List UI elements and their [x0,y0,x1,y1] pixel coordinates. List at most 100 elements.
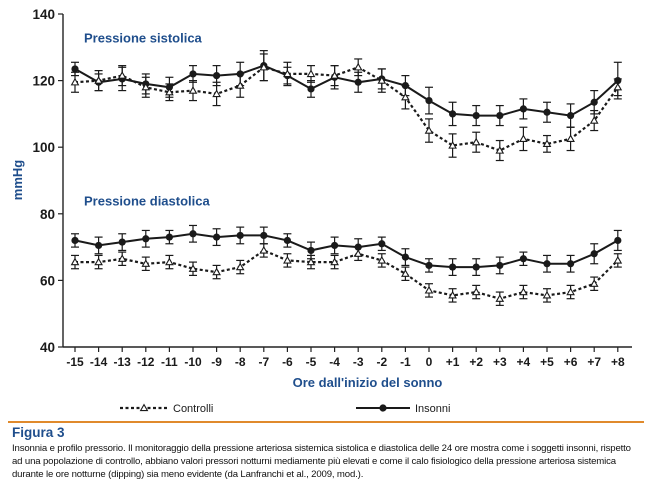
controlli-sistolica-point [283,69,292,78]
x-axis-label: Ore dall'inizio del sonno [293,375,443,390]
controlli-sistolica-point [165,87,174,96]
insonni-diastolica-point [236,231,244,240]
x-tick-label: -11 [161,355,178,369]
controlli-diastolica-point [566,287,575,296]
legend-insonni-marker [379,404,387,412]
insonni-diastolica-point [95,241,103,250]
controlli-diastolica-point [377,255,387,264]
insonni-diastolica-point [425,261,433,270]
y-axis-label: mmHg [10,160,25,201]
legend-controlli-marker [139,403,149,412]
x-tick-label: +1 [446,355,460,369]
controlli-diastolica-point [165,257,174,266]
insonni-sistolica-point [213,72,221,80]
insonni-diastolica-point [142,235,150,243]
insonni-sistolica-point [425,96,433,105]
x-tick-label: +8 [611,355,625,369]
insonni-diastolica-point [283,236,291,245]
insonni-diastolica-point [590,250,598,258]
insonni-sistolica-point [449,110,457,118]
controlli-sistolica-point [70,77,80,86]
controlli-sistolica-point [117,71,127,79]
insonni-sistolica-point [307,85,315,93]
controlli-sistolica-point [613,82,623,91]
controlli-sistolica-point [377,76,387,84]
controlli-sistolica-point [495,146,505,154]
y-tick-label: 120 [32,74,55,89]
controlli-sistolica-line [74,66,619,152]
controlli-diastolica-point [519,287,528,296]
y-tick-label: 100 [32,140,55,155]
x-tick-label: -7 [258,355,269,369]
x-tick-label: -13 [114,355,132,369]
insonni-sistolica-point [567,111,575,120]
controlli-diastolica-point [283,255,292,264]
insonni-diastolica-point [118,238,126,246]
x-tick-label: +2 [469,355,483,369]
controlli-sistolica-point [566,134,575,143]
insonni-diastolica-point [519,255,528,263]
x-tick-label: -2 [376,355,387,369]
y-tick-label: 40 [40,340,55,355]
controlli-diastolica-point [471,287,481,296]
x-tick-label: +7 [587,355,601,369]
insonni-diastolica-point [331,241,339,250]
x-tick-label: -8 [235,355,246,369]
controlli-diastolica-point [141,259,151,267]
x-tick-label: -4 [329,355,340,369]
controlli-sistolica-point [542,139,552,148]
x-tick-label: +5 [540,355,554,369]
x-tick-label: -9 [211,355,222,369]
figure-caption: Insonnia e profilo pressorio. Il monitor… [12,443,631,480]
insonni-diastolica-point [307,246,315,255]
insonni-diastolica-point [496,261,504,270]
x-tick-label: -15 [66,355,84,369]
insonni-sistolica-point [543,108,551,116]
insonni-diastolica-point [189,230,197,238]
x-tick-label: -14 [90,355,108,369]
controlli-diastolica-point [259,245,269,254]
controlli-sistolica-point [306,69,316,78]
insonni-sistolica-point [496,111,504,120]
x-tick-label: -12 [137,355,155,369]
controlli-diastolica-point [94,257,103,266]
controlli-sistolica-point [212,89,221,98]
insonni-diastolica-point [401,253,409,261]
controlli-sistolica-point [448,141,457,149]
insonni-diastolica-point [614,236,622,245]
diastolic-label: Pressione diastolica [84,193,210,208]
caption-divider [8,421,644,423]
insonni-diastolica-point [378,240,386,248]
controlli-diastolica-point [495,294,505,302]
x-tick-label: +6 [564,355,578,369]
x-tick-label: -5 [306,355,317,369]
controlli-sistolica-point [330,71,339,79]
controlli-diastolica-point [212,267,221,276]
x-tick-label: 0 [426,355,433,369]
figure-title: Figura 3 [12,425,65,440]
insonni-diastolica-point [449,263,457,271]
legend-insonni-label: Insonni [415,403,450,415]
x-tick-label: +3 [493,355,507,369]
controlli-sistolica-point [589,116,599,124]
insonni-sistolica-point [71,65,79,73]
insonni-diastolica-point [71,236,79,245]
controlli-sistolica-point [471,137,481,146]
insonni-sistolica-point [189,70,197,78]
insonni-sistolica-point [519,105,528,113]
controlli-diastolica-point [330,257,339,266]
insonni-diastolica-point [472,263,480,271]
controlli-sistolica-point [259,62,269,71]
controlli-sistolica-point [141,82,151,91]
controlli-diastolica-point [589,279,599,287]
controlli-sistolica-point [519,134,528,143]
insonni-sistolica-line [74,64,619,117]
controlli-diastolica-point [448,290,457,299]
insonni-sistolica-point [590,98,598,106]
insonni-sistolica-point [354,78,362,86]
insonni-diastolica-line [74,232,619,269]
x-tick-label: -3 [353,355,364,369]
controlli-diastolica-point [613,255,623,264]
x-tick-label: -10 [184,355,202,369]
